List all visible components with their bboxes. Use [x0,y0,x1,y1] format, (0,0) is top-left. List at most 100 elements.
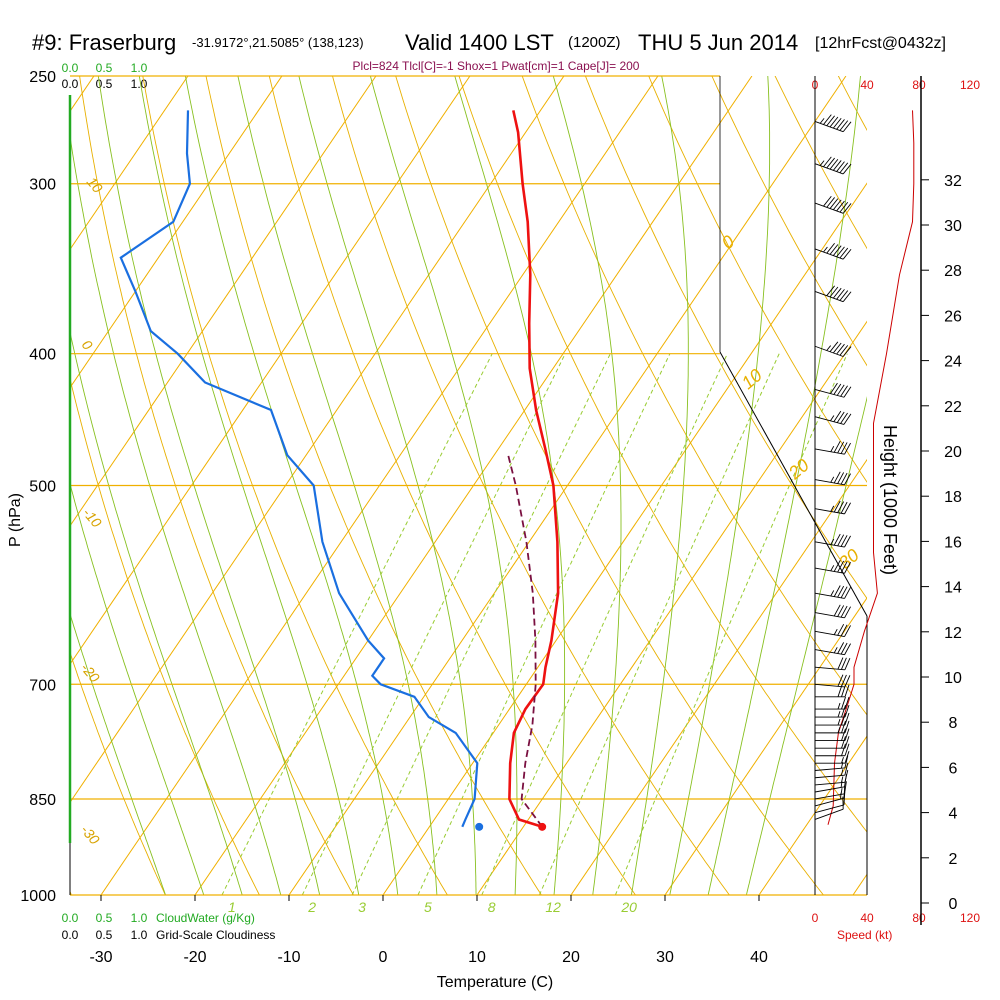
mixing-ratio-label: 5 [424,899,432,915]
barb-feather [839,120,849,131]
height-tick-label: 14 [944,580,962,597]
dewpoint-trace [119,110,479,828]
mixing-ratio-label: 8 [488,899,496,915]
surface-temperature-point [538,822,547,831]
wind-barb [815,696,850,710]
dry-adiabat-line [458,76,867,833]
barb-half-feather [840,769,844,776]
dry-adiabat-line [79,76,354,895]
barb-staff [814,612,845,619]
barb-staff [814,567,845,574]
speed-tick-bottom: 40 [860,911,874,925]
barb-feather [829,116,839,128]
station-coords: -31.9172°,21.5085° (138,123) [192,35,364,50]
cloudwater-tick: 0.5 [96,61,113,75]
barb-half-feather [819,118,825,124]
barb-feather [823,195,832,207]
cloud-ticks-bottom: 0.0 0.5 1.0 CloudWater (g/Kg) 0.0 0.5 1.… [62,911,276,942]
barb-feather [829,158,839,170]
barb-feather [826,197,835,208]
moist-adiabat-label: 0 [718,231,739,253]
isotherm-line [664,597,867,895]
wind-barb [814,500,851,515]
barb-feather [836,343,845,355]
barb-half-feather [837,726,841,734]
barb-staff [814,797,845,807]
height-tick-label: 4 [949,806,958,823]
speed-tick-top: 80 [912,78,926,92]
barb-feather [841,720,846,734]
barb-feather [844,720,850,734]
wind-barb [814,785,846,807]
barb-feather [837,441,845,454]
barb-feather [844,442,851,455]
x-axis-label: Temperature (C) [437,974,553,991]
height-tick-label: 12 [944,625,962,642]
barb-feather [832,199,842,211]
barb-half-feather [830,565,835,572]
barb-feather [844,781,847,794]
y-axis-label: P (hPa) [7,493,24,547]
wind-barb [814,762,849,779]
height-tick-label: 0 [949,896,958,913]
cloudwater-tick: 0.5 [96,911,113,925]
barb-feather [844,684,850,697]
barb-feather [839,290,849,301]
barb-feather [840,501,848,514]
dry-adiabat-line [711,76,867,367]
mixing-ratio-line [417,353,671,895]
barb-feather [837,605,845,617]
speed-panel [827,110,915,825]
barb-feather [844,643,851,655]
dry-adiabat-label: -10 [80,505,105,531]
wind-barb [814,242,852,260]
barb-feather [844,606,851,619]
dry-adiabat-label: 10 [84,174,106,196]
barb-feather [833,383,842,395]
moist-adiabat-line [70,482,205,895]
barb-feather [844,535,851,548]
barb-feather [840,385,848,397]
barb-feather [842,203,852,214]
barb-half-feather [830,476,835,483]
barb-feather [841,712,846,726]
wind-barb [814,440,851,455]
moist-adiabat-line [369,76,518,895]
barb-feather [836,161,845,172]
barb-feather [840,624,848,637]
barb-feather [840,561,848,573]
cloudwater-tick: 1.0 [131,911,148,925]
cloud-ticks-top: 0.0 0.5 1.0 0.0 0.5 1.0 [62,61,148,91]
wind-barb [814,471,851,486]
cloudiness-label: Grid-Scale Cloudiness [156,928,275,942]
barb-feather [840,674,847,687]
barb-half-feather [830,590,835,597]
barb-feather [832,117,842,129]
barb-staff [814,804,845,814]
barb-feather [833,604,841,617]
moist-adiabat-line [184,76,399,895]
barb-feather [823,156,832,168]
moist-adiabat-line [70,612,166,895]
barb-feather [842,291,852,302]
barb-feather [840,642,848,655]
dry-adiabat-label: -20 [78,660,103,686]
barb-feather [844,502,851,515]
x-tick-label: 40 [750,949,768,966]
wind-barb [815,743,850,757]
barb-feather [836,289,845,300]
barb-feather [844,561,851,574]
cloudiness-tick: 1.0 [131,928,148,942]
height-tick-label: 28 [944,263,962,280]
height-tick-label: 26 [944,308,962,325]
barb-half-feather [837,718,841,726]
wind-barb [814,623,851,637]
barb-feather [833,585,841,597]
barb-staff [814,808,844,820]
wind-barb [814,156,852,175]
barb-feather [826,157,835,169]
barb-half-feather [837,710,841,718]
x-tick-label: -20 [183,949,206,966]
cloudwater-tick: 0.0 [62,61,79,75]
barb-half-feather [837,702,841,710]
